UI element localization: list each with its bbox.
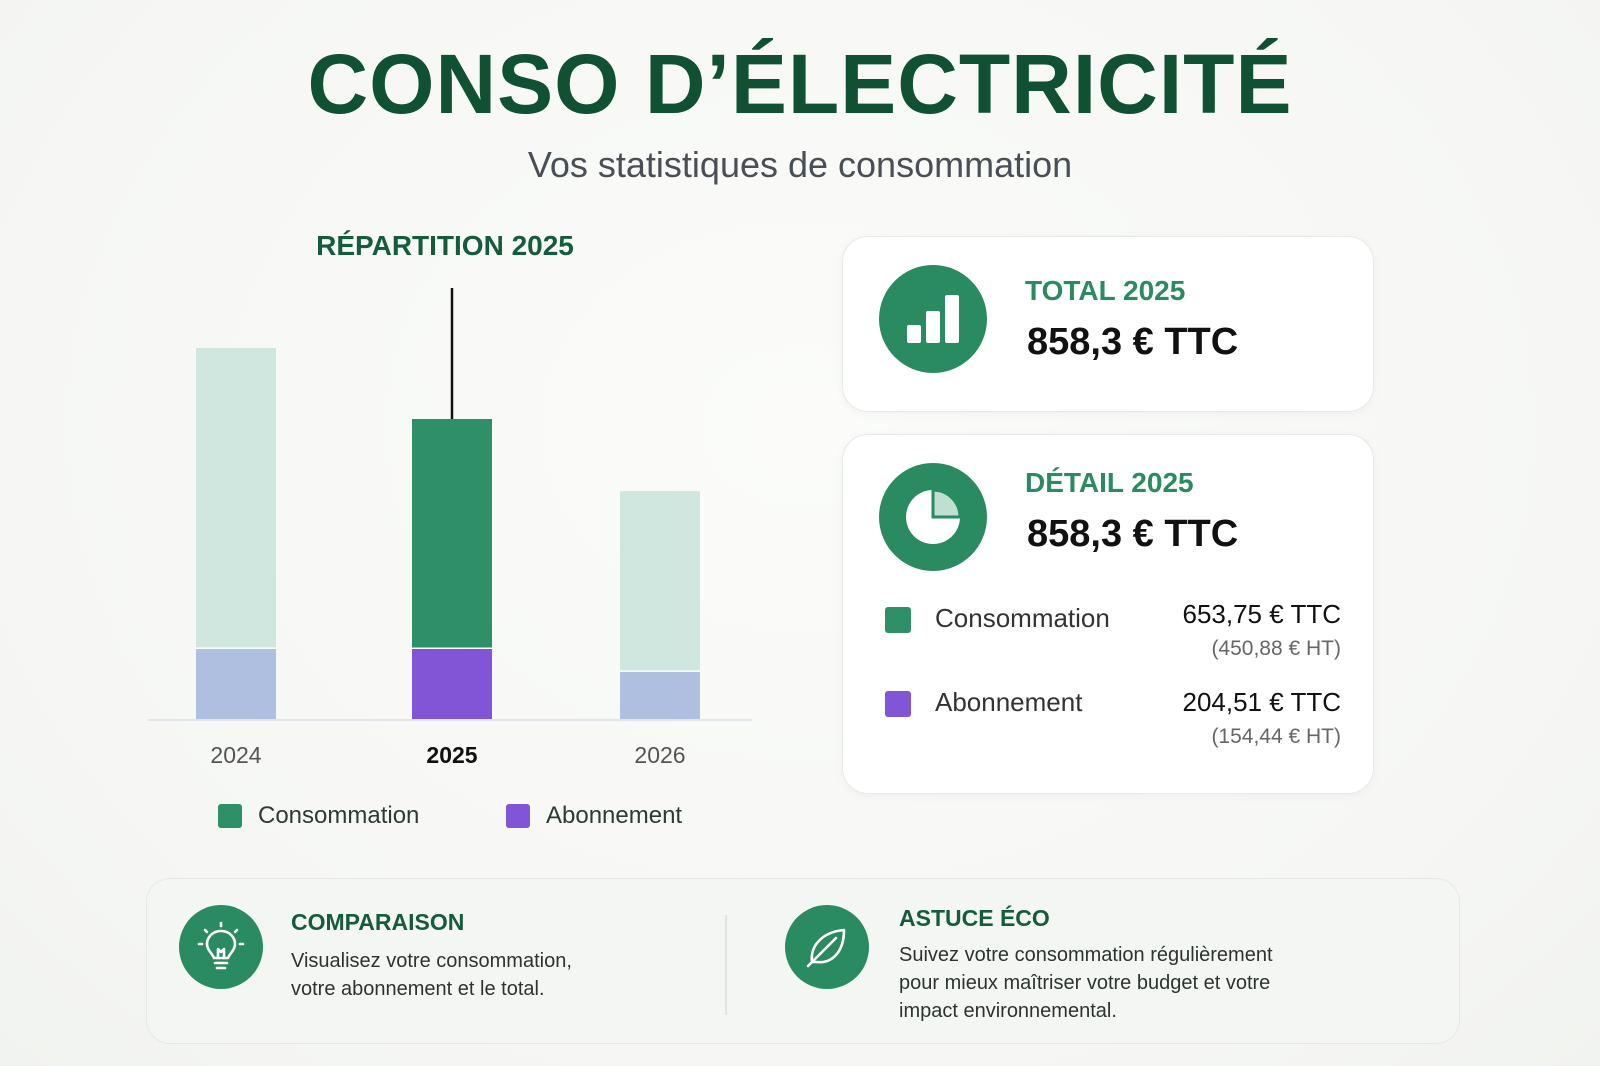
bar-2024-abonnement: [196, 647, 276, 719]
detail-card: DÉTAIL 2025 858,3 € TTC Consommation 653…: [842, 434, 1374, 794]
page-title: CONSO D’ÉLECTRICITÉ: [307, 37, 1293, 131]
pie-chart-icon: [879, 463, 987, 571]
bar-2025-abonnement: [412, 647, 492, 719]
detail-row-consommation-name: Consommation: [935, 603, 1110, 633]
tip-line-2: pour mieux maîtriser votre budget et vot…: [899, 972, 1271, 994]
bar-2026-abonnement: [620, 670, 700, 719]
bar-2025-consommation: [412, 418, 492, 648]
detail-swatch-consommation: [885, 607, 911, 633]
total-label: TOTAL 2025: [1025, 275, 1186, 306]
legend-label-consommation: Consommation: [258, 802, 420, 829]
tip-line-1: Suivez votre consommation régulièrement: [899, 944, 1273, 966]
bar-2024-consommation: [196, 347, 276, 648]
legend-swatch-consommation: [218, 804, 242, 828]
x-tick-label-2025: 2025: [426, 742, 477, 768]
tip-heading: ASTUCE ÉCO: [899, 905, 1050, 931]
stacked-bar-chart: 2024 2025 2026: [148, 288, 752, 768]
detail-row-abonnement-ttc: 204,51 € TTC: [1182, 687, 1341, 717]
legend-item-consommation: Consommation: [218, 802, 419, 830]
comparison-line-1: Visualisez votre consommation,: [291, 950, 572, 972]
detail-row-abonnement-name: Abonnement: [935, 687, 1083, 717]
legend-label-abonnement: Abonnement: [546, 802, 683, 829]
detail-row-consommation-ttc: 653,75 € TTC: [1182, 599, 1341, 629]
leaf-icon: [785, 905, 869, 989]
panel-divider: [725, 915, 727, 1015]
total-card: TOTAL 2025 858,3 € TTC: [842, 236, 1374, 412]
legend-item-abonnement: Abonnement: [506, 802, 682, 830]
x-tick-label-2024: 2024: [210, 742, 261, 768]
page-subtitle: Vos statistiques de consommation: [527, 144, 1073, 185]
comparison-heading: COMPARAISON: [291, 909, 465, 935]
comparison-line-2: votre abonnement et le total.: [291, 978, 545, 1000]
info-panel: COMPARAISON Visualisez votre consommatio…: [146, 878, 1460, 1044]
detail-value: 858,3 € TTC: [1027, 513, 1239, 555]
tip-line-3: impact environnemental.: [899, 1000, 1117, 1022]
detail-label: DÉTAIL 2025: [1025, 467, 1194, 498]
detail-row-abonnement-ht: (154,44 € HT): [1211, 725, 1341, 748]
detail-row-consommation-ht: (450,88 € HT): [1211, 637, 1341, 660]
chart-title: RÉPARTITION 2025: [316, 230, 574, 261]
x-tick-label-2026: 2026: [634, 742, 685, 768]
detail-swatch-abonnement: [885, 691, 911, 717]
bar-chart-icon: [879, 265, 987, 373]
bar-2026-consommation: [620, 491, 700, 671]
legend-swatch-abonnement: [506, 804, 530, 828]
total-value: 858,3 € TTC: [1027, 321, 1239, 363]
lightbulb-icon: [179, 905, 263, 989]
